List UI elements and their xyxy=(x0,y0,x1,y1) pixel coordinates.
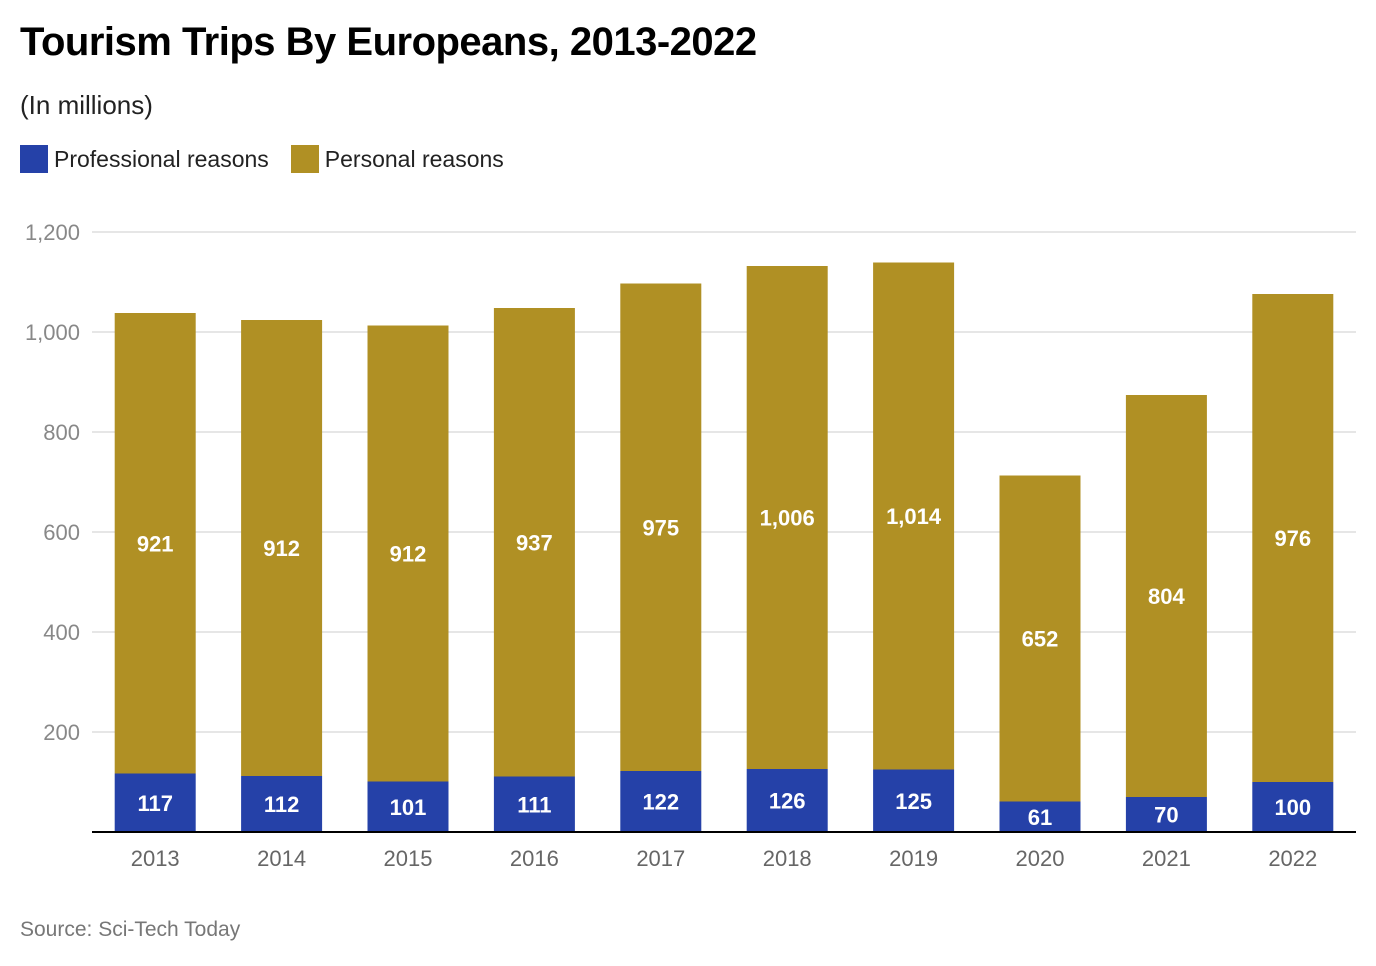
data-label-personal: 921 xyxy=(137,531,174,556)
bar-professional xyxy=(1125,797,1207,832)
x-tick-label: 2014 xyxy=(257,846,306,871)
chart-legend: Professional reasons Personal reasons xyxy=(20,145,526,173)
data-label-professional: 100 xyxy=(1274,795,1311,820)
y-tick-label: 600 xyxy=(43,520,80,545)
bar-personal xyxy=(999,475,1081,802)
bar-professional xyxy=(999,801,1081,832)
x-tick-label: 2016 xyxy=(510,846,559,871)
data-label-personal: 1,006 xyxy=(760,506,815,531)
bar-professional xyxy=(241,776,323,832)
x-tick-label: 2021 xyxy=(1142,846,1191,871)
data-label-personal: 976 xyxy=(1274,526,1311,551)
x-tick-label: 2019 xyxy=(889,846,938,871)
x-tick-label: 2015 xyxy=(384,846,433,871)
bar-professional xyxy=(1252,782,1334,832)
legend-item-personal: Personal reasons xyxy=(290,145,504,173)
data-label-personal: 652 xyxy=(1022,627,1059,652)
source-note: Source: Sci-Tech Today xyxy=(20,918,241,941)
data-label-personal: 975 xyxy=(642,515,679,540)
y-tick-label: 1,200 xyxy=(25,220,80,245)
bar-personal xyxy=(620,283,702,771)
legend-swatch-professional xyxy=(20,145,48,173)
y-tick-label: 800 xyxy=(43,420,80,445)
bar-professional xyxy=(746,769,828,832)
x-tick-label: 2017 xyxy=(636,846,685,871)
chart-subtitle: (In millions) xyxy=(20,90,153,120)
data-label-professional: 112 xyxy=(264,792,300,817)
bar-professional xyxy=(620,771,702,832)
x-tick-label: 2022 xyxy=(1268,846,1317,871)
x-tick-label: 2018 xyxy=(763,846,812,871)
x-tick-label: 2013 xyxy=(131,846,180,871)
y-tick-label: 200 xyxy=(43,720,80,745)
data-label-personal: 912 xyxy=(390,542,427,567)
data-label-professional: 101 xyxy=(390,795,427,820)
bar-personal xyxy=(1252,294,1334,782)
bar-personal xyxy=(367,325,449,782)
data-label-professional: 117 xyxy=(137,791,173,816)
y-tick-label: 1,000 xyxy=(25,320,80,345)
data-label-professional: 126 xyxy=(769,789,806,814)
y-tick-label: 400 xyxy=(43,620,80,645)
bar-personal xyxy=(493,308,575,777)
data-label-professional: 125 xyxy=(895,789,932,814)
data-label-personal: 1,014 xyxy=(886,504,942,529)
bar-personal xyxy=(114,313,196,774)
data-label-personal: 937 xyxy=(516,530,553,555)
legend-label-personal: Personal reasons xyxy=(324,145,504,172)
bar-professional xyxy=(114,773,196,832)
legend-swatch-personal xyxy=(290,145,319,173)
chart-title: Tourism Trips By Europeans, 2013-2022 xyxy=(20,20,757,64)
data-label-professional: 61 xyxy=(1028,805,1052,830)
bar-personal xyxy=(746,266,828,769)
bar-professional xyxy=(873,769,955,832)
stacked-bar-chart: 200 400 600 800 1,000 1,200 117 921 2013 112 912 20… xyxy=(25,220,1356,871)
data-label-professional: 111 xyxy=(517,792,551,817)
bar-personal xyxy=(1125,395,1207,797)
bar-personal xyxy=(873,262,955,770)
legend-label-professional: Professional reasons xyxy=(54,145,269,172)
bar-personal xyxy=(241,320,323,776)
data-label-personal: 912 xyxy=(263,536,300,561)
bar-professional xyxy=(367,781,449,832)
x-tick-label: 2020 xyxy=(1016,846,1065,871)
data-label-personal: 804 xyxy=(1148,584,1185,609)
data-label-professional: 70 xyxy=(1154,803,1178,828)
data-label-professional: 122 xyxy=(642,790,679,815)
legend-item-professional: Professional reasons xyxy=(20,145,269,173)
bar-professional xyxy=(493,776,575,832)
